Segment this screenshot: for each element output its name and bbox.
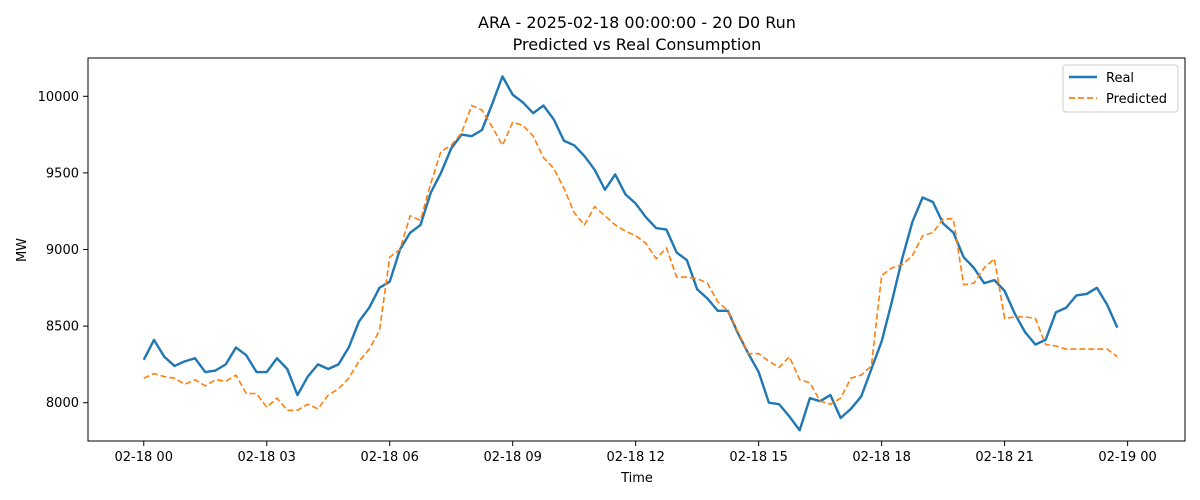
- series-line-real: [142, 75, 1119, 432]
- y-tick-label: 9000: [46, 243, 79, 258]
- x-tick-label: 02-18 21: [975, 450, 1033, 465]
- x-tick-label: 02-18 06: [360, 450, 418, 465]
- y-tick-label: 8500: [46, 320, 79, 335]
- ticks-layer: 02-18 00 02-18 03 02-18 06 02-18 09 02-18 12…: [38, 90, 1157, 465]
- x-tick-label: 02-18 18: [852, 450, 910, 465]
- chart-title: ARA - 2025-02-18 00:00:00 - 20 D0 Run: [478, 13, 796, 32]
- x-tick-label: 02-18 15: [729, 450, 787, 465]
- x-tick-label: 02-18 03: [238, 450, 296, 465]
- legend-label-predicted: Predicted: [1106, 92, 1167, 107]
- y-tick-label: 9500: [46, 166, 79, 181]
- x-axis-title: Time: [620, 471, 653, 486]
- plot-area-frame: [87, 57, 1186, 442]
- y-axis-title: MW: [15, 238, 30, 262]
- y-tick-label: 8000: [46, 396, 79, 411]
- legend: Real Predicted: [1062, 64, 1179, 113]
- legend-label-real: Real: [1106, 71, 1134, 86]
- x-tick-label: 02-18 12: [606, 450, 664, 465]
- x-tick-label: 02-18 09: [483, 450, 541, 465]
- series-line-predicted: [143, 104, 1118, 412]
- x-tick-label: 02-18 00: [115, 450, 173, 465]
- x-tick-label: 02-19 00: [1098, 450, 1156, 465]
- series-layer: [142, 75, 1119, 432]
- y-tick-label: 10000: [38, 90, 79, 105]
- chart-subtitle: Predicted vs Real Consumption: [513, 35, 762, 54]
